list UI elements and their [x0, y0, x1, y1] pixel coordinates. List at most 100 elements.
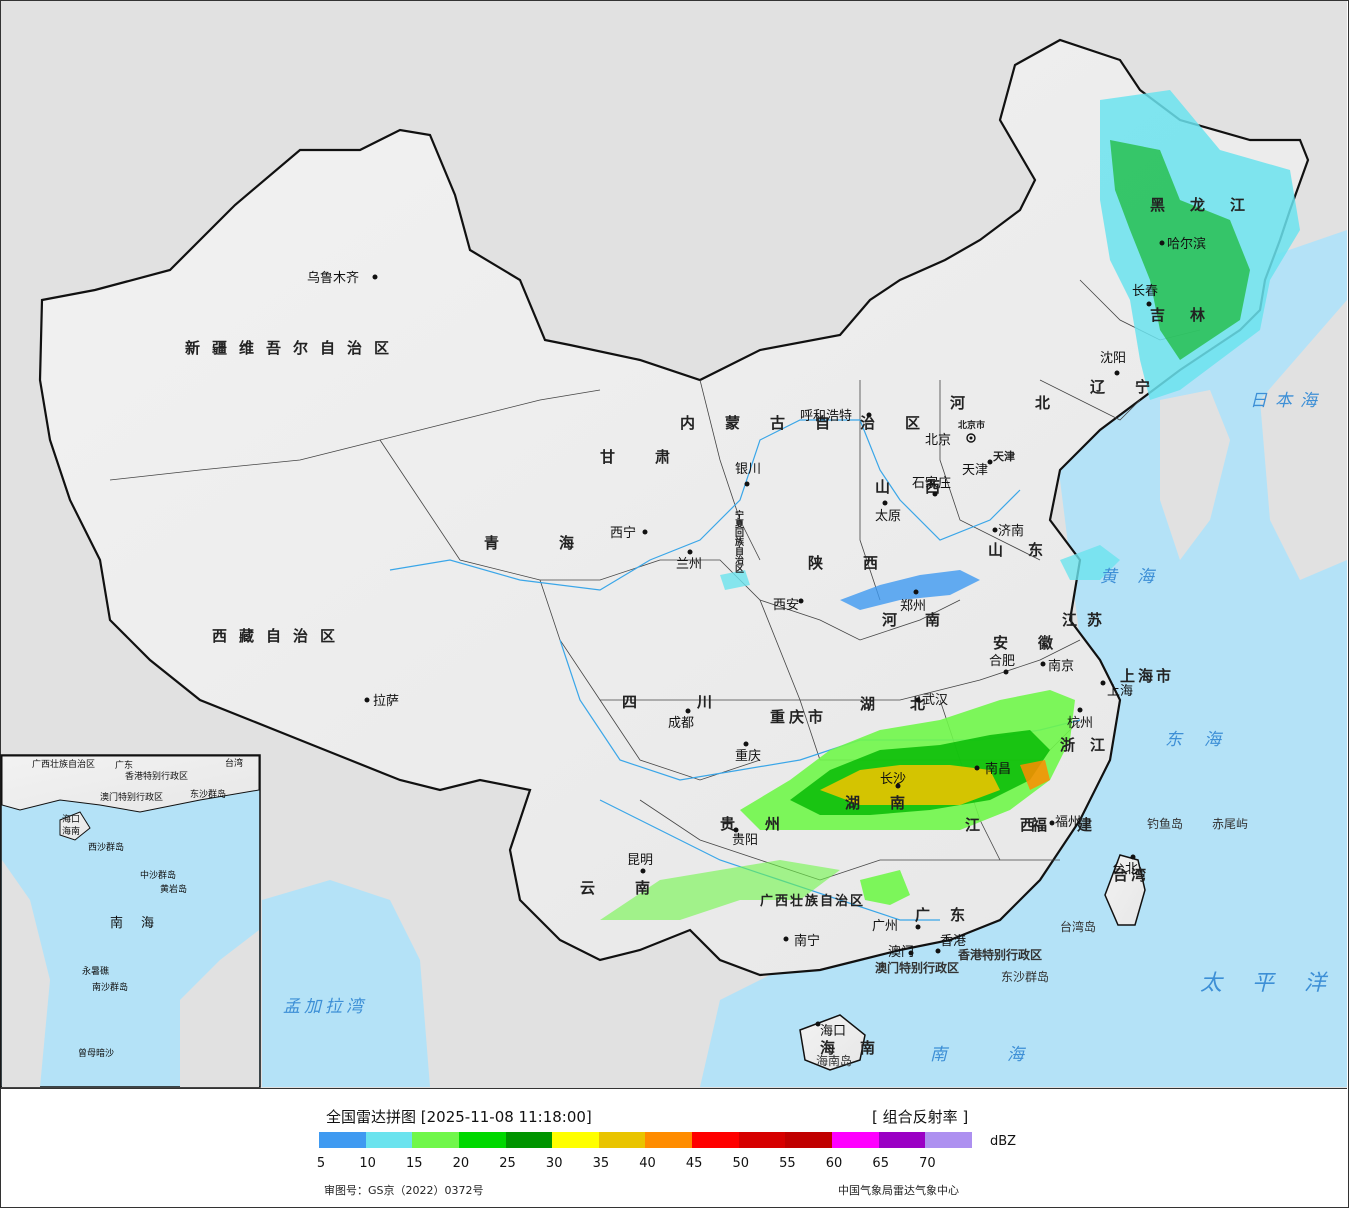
sea-pacific: 太平洋	[1200, 971, 1349, 996]
province-chongqing: 重庆市	[770, 708, 827, 726]
color-swatch	[785, 1132, 833, 1148]
province-hebei: 河北	[950, 394, 1120, 412]
city-shanghai: 上海	[1107, 684, 1133, 699]
inset-dongsha: 东沙群岛	[190, 788, 226, 800]
province-guizhou: 贵州	[720, 815, 810, 833]
city-tianjin: 天津	[962, 463, 988, 478]
province-yunnan: 云南	[580, 879, 690, 897]
scale-tick-label: 15	[406, 1156, 423, 1171]
province-hainan: 海南	[820, 1039, 900, 1057]
bay-bengal	[262, 880, 430, 1087]
inset-taiwan: 台湾	[225, 757, 243, 769]
province-xinjiang: 新疆维吾尔自治区	[185, 339, 401, 357]
city-nanchang: 南昌	[985, 761, 1011, 777]
city-yinchuan: 银川	[735, 462, 761, 477]
color-scale-bar	[319, 1132, 972, 1148]
color-swatch	[925, 1132, 972, 1148]
color-swatch	[365, 1132, 413, 1148]
scale-tick-label: 20	[452, 1156, 470, 1171]
color-swatch	[738, 1132, 786, 1148]
isl-diaoyu: 钓鱼岛	[1147, 816, 1183, 831]
sea-labels: 日本海 黄海 东海 太平洋 南海 孟加拉湾	[283, 391, 1349, 1065]
legend-unit: dBZ	[990, 1134, 1017, 1149]
scale-tick-label: 25	[499, 1156, 516, 1171]
scale-tick-label: 45	[685, 1156, 703, 1171]
sea-south: 南海	[930, 1045, 1084, 1065]
city-macao: 澳门	[888, 944, 914, 960]
radar-echoes	[600, 90, 1300, 920]
city-harbin: 哈尔滨	[1167, 236, 1206, 252]
scale-tick-label: 50	[732, 1156, 750, 1171]
scale-tick-label: 65	[872, 1156, 889, 1171]
city-haikou: 海口	[820, 1024, 846, 1039]
inset-hainan: 海南	[62, 825, 80, 837]
source-agency: 中国气象局雷达气象中心	[838, 1184, 959, 1197]
city-chengdu: 成都	[668, 716, 694, 731]
color-swatch	[692, 1132, 739, 1148]
isl-taiwan: 台湾岛	[1060, 919, 1096, 934]
echo-gansu	[720, 570, 750, 590]
echo-south-orange	[1020, 760, 1050, 790]
scale-tick-label: 60	[825, 1156, 843, 1171]
city-jinan: 济南	[998, 523, 1024, 539]
province-anhui: 安徽	[993, 634, 1083, 652]
province-hunan: 湖南	[845, 794, 935, 812]
radar-map: 新疆维吾尔自治区 西藏自治区 青海 甘肃 内蒙古自治区 黑龙江 吉林 辽宁 河北…	[0, 1, 1349, 1088]
inset-zengmu: 曾母暗沙	[78, 1047, 114, 1059]
city-zhengzhou: 郑州	[900, 599, 926, 614]
sea-bengal: 孟加拉湾	[283, 997, 367, 1017]
city-guangzhou: 广州	[872, 919, 898, 934]
province-liaoning: 辽宁	[1090, 378, 1180, 396]
color-swatch	[552, 1132, 599, 1148]
city-xining: 西宁	[610, 525, 636, 541]
province-ningxia: 宁夏回族自治区	[733, 509, 745, 573]
legend-panel: 全国雷达拼图 [2025-11-08 11:18:00] [ 组合反射率 ] d…	[0, 1088, 1347, 1207]
color-swatch	[645, 1132, 693, 1148]
province-shaanxi: 陕西	[808, 554, 918, 572]
inset-nansha: 南沙群岛	[92, 981, 128, 993]
province-taiwan: 台湾	[1113, 866, 1149, 884]
province-heilongjiang: 黑龙江	[1150, 196, 1270, 214]
city-dots	[364, 240, 1165, 1027]
scale-tick-label: 10	[359, 1156, 376, 1171]
scale-tick-label: 55	[779, 1156, 796, 1171]
inset-south-sea: 南海	[110, 915, 172, 931]
south-sea-inset: 广西壮族自治区 广东 香港特别行政区 澳门特别行政区 台湾 海口 海南 东沙群岛…	[0, 754, 261, 1088]
sea-japan: 日本海	[1250, 391, 1325, 411]
city-hongkong: 香港	[940, 934, 966, 949]
city-changsha: 长沙	[880, 772, 906, 787]
hainan-island	[799, 1014, 866, 1071]
province-guangdong: 广东	[915, 906, 985, 924]
japan-land	[1260, 300, 1347, 580]
echo-shandong	[1060, 545, 1120, 580]
echo-south-yellow	[820, 765, 1000, 805]
city-lhasa: 拉萨	[373, 694, 399, 709]
province-shandong: 山东	[988, 541, 1068, 559]
province-sichuan: 四川	[622, 693, 772, 711]
province-zhejiang: 浙江	[1060, 736, 1120, 754]
sea-yellow: 黄海	[1100, 567, 1174, 587]
city-nanjing: 南京	[1048, 658, 1074, 674]
city-hangzhou: 杭州	[1067, 716, 1093, 731]
inset-huangyan: 黄岩岛	[160, 883, 187, 895]
approval-number: 审图号：GS京（2022）0372号	[324, 1184, 484, 1197]
echo-yunnan-guangxi	[600, 860, 840, 920]
scale-tick-label: 40	[639, 1156, 656, 1171]
city-shijiazhuang: 石家庄	[912, 475, 951, 491]
inset-guangxi: 广西壮族自治区	[32, 758, 95, 770]
scale-tick-label: 70	[919, 1156, 936, 1171]
province-labels: 新疆维吾尔自治区 西藏自治区 青海 甘肃 内蒙古自治区 黑龙江 吉林 辽宁 河北…	[185, 196, 1270, 1057]
color-swatch	[319, 1132, 366, 1148]
province-beijing: 北京市	[958, 419, 985, 431]
sea-east: 东海	[1165, 730, 1243, 750]
province-tianjin: 天津	[993, 449, 1015, 463]
city-chongqing: 重庆	[735, 748, 761, 764]
color-swatch	[505, 1132, 553, 1148]
island-labels: 钓鱼岛 赤尾屿 台湾岛 东沙群岛 海南岛 香港特别行政区 澳门特别行政区	[816, 816, 1248, 1068]
inset-guangdong: 广东	[115, 759, 133, 771]
legend-title: 全国雷达拼图 [2025-11-08 11:18:00]	[326, 1108, 592, 1126]
echo-guangdong	[860, 870, 910, 905]
province-hubei: 湖北	[860, 695, 960, 713]
province-gansu: 甘肃	[600, 448, 710, 466]
echo-henan	[840, 570, 980, 610]
